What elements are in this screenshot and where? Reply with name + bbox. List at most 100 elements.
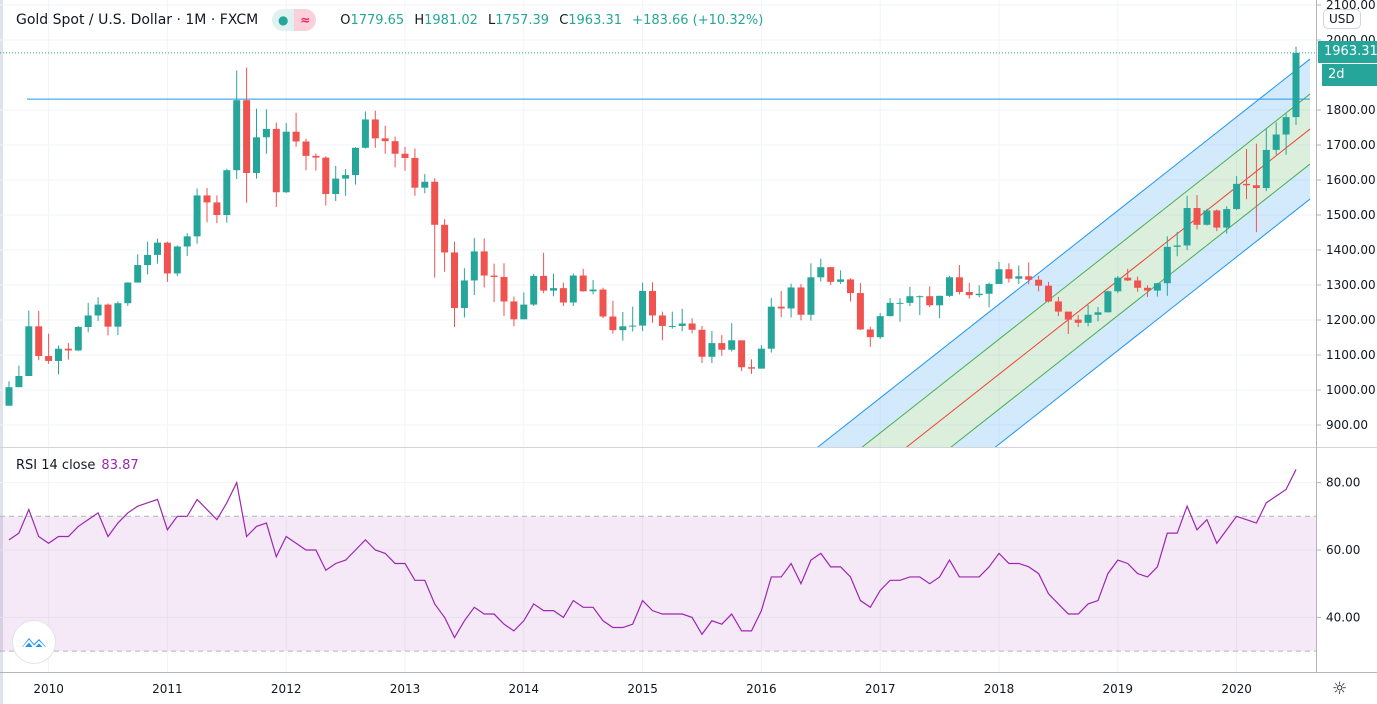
candle bbox=[352, 147, 359, 185]
price-axis-label: 1700.00 bbox=[1326, 138, 1376, 152]
candle bbox=[807, 263, 815, 321]
grid bbox=[0, 0, 1316, 672]
candle-body bbox=[1183, 208, 1191, 246]
candle bbox=[154, 238, 161, 264]
candle bbox=[985, 282, 993, 308]
status-pill[interactable]: ● ≈ bbox=[272, 9, 317, 31]
approx-icon: ≈ bbox=[294, 9, 317, 31]
tradingview-logo-icon[interactable] bbox=[12, 620, 56, 664]
channel-lower-line[interactable] bbox=[702, 198, 1311, 678]
candle bbox=[936, 295, 944, 319]
regression-channel[interactable] bbox=[702, 58, 1311, 678]
candle-body bbox=[1104, 291, 1112, 313]
candle-body bbox=[480, 251, 488, 276]
chart-legend: Gold Spot / U.S. Dollar · 1M · FXCM ● ≈ … bbox=[16, 9, 763, 31]
candle-body bbox=[94, 304, 102, 316]
candle-body bbox=[183, 236, 191, 247]
candle bbox=[767, 297, 775, 353]
candle-body bbox=[1015, 276, 1023, 279]
rsi-band-fill bbox=[0, 516, 1316, 652]
candle-body bbox=[361, 119, 369, 148]
candle bbox=[975, 285, 983, 298]
candle bbox=[15, 365, 23, 388]
candle-body bbox=[84, 315, 92, 327]
candle bbox=[342, 169, 350, 196]
time-axis-label: 2019 bbox=[1103, 682, 1134, 696]
candle-body bbox=[777, 306, 785, 309]
candle bbox=[748, 359, 755, 374]
candle bbox=[886, 297, 894, 317]
candle-body bbox=[1233, 183, 1241, 210]
candle bbox=[451, 241, 458, 327]
candle bbox=[1183, 195, 1191, 250]
symbol-title[interactable]: Gold Spot / U.S. Dollar · 1M · FXCM bbox=[16, 12, 259, 28]
candle-body bbox=[985, 283, 993, 294]
candle bbox=[243, 67, 251, 203]
candle bbox=[223, 168, 231, 223]
candle bbox=[946, 275, 953, 297]
candle-body bbox=[262, 128, 270, 138]
candle bbox=[688, 318, 696, 334]
candle bbox=[124, 282, 132, 306]
candle bbox=[876, 313, 884, 339]
candle-body bbox=[817, 267, 825, 278]
candle bbox=[965, 282, 973, 299]
candle bbox=[45, 333, 53, 364]
high-value: 1981.02 bbox=[424, 12, 478, 28]
candle bbox=[163, 241, 171, 282]
candle bbox=[421, 174, 429, 194]
rsi-axis-label: 60.00 bbox=[1326, 543, 1360, 557]
candle-body bbox=[837, 279, 845, 282]
currency-button[interactable]: USD bbox=[1323, 9, 1361, 29]
candle-body bbox=[163, 242, 171, 274]
candle bbox=[1074, 315, 1082, 327]
gear-icon[interactable]: ☼ bbox=[1332, 679, 1348, 699]
candle-body bbox=[738, 340, 746, 368]
open-label: O bbox=[340, 12, 351, 28]
close-label: C bbox=[559, 12, 569, 28]
axes[interactable]: 2010 2011 2012 2013 2014 2015 2016 2017 2018 2019… bbox=[33, 0, 1375, 696]
rsi-legend[interactable]: RSI 14 close 83.87 bbox=[16, 458, 139, 473]
time-axis-label: 2013 bbox=[390, 682, 421, 696]
candle-body bbox=[787, 287, 795, 309]
channel-upper-line[interactable] bbox=[702, 58, 1311, 538]
candle-body bbox=[332, 178, 340, 194]
candle bbox=[1025, 262, 1033, 285]
change-value: +183.66 (+10.32%) bbox=[632, 12, 764, 28]
candle bbox=[253, 108, 260, 179]
price-axis-label: 900.00 bbox=[1326, 418, 1368, 432]
candle-body bbox=[292, 131, 300, 142]
candle bbox=[530, 273, 538, 306]
candle bbox=[1134, 276, 1142, 292]
candle-body bbox=[1025, 276, 1033, 280]
candle-body bbox=[193, 195, 201, 237]
candle bbox=[540, 252, 548, 294]
candle-body bbox=[55, 348, 62, 361]
channel-center-line[interactable] bbox=[702, 128, 1311, 608]
horizontal-line[interactable] bbox=[0, 52, 1316, 100]
candle bbox=[1084, 304, 1092, 327]
candle-body bbox=[886, 302, 894, 317]
time-axis-label: 2014 bbox=[509, 682, 540, 696]
candle-body bbox=[827, 267, 835, 282]
candle bbox=[1282, 113, 1290, 155]
candle bbox=[609, 300, 617, 334]
candle-body bbox=[15, 376, 23, 388]
candle-body bbox=[926, 296, 934, 306]
candle-body bbox=[1074, 319, 1082, 323]
candle bbox=[1163, 236, 1171, 296]
channel-lower-inner-line[interactable] bbox=[702, 163, 1311, 643]
candles bbox=[5, 46, 1300, 406]
candle bbox=[1045, 281, 1052, 303]
candle bbox=[1243, 148, 1250, 200]
price-axis-label: 1500.00 bbox=[1326, 208, 1376, 222]
candle-body bbox=[619, 326, 627, 331]
candle-body bbox=[609, 316, 617, 331]
channel-upper-inner-line[interactable] bbox=[702, 93, 1311, 573]
candle-body bbox=[936, 295, 944, 306]
candle-body bbox=[104, 304, 112, 327]
candle bbox=[866, 326, 874, 347]
candle-body bbox=[1243, 183, 1250, 186]
open-value: 1779.65 bbox=[350, 12, 405, 28]
